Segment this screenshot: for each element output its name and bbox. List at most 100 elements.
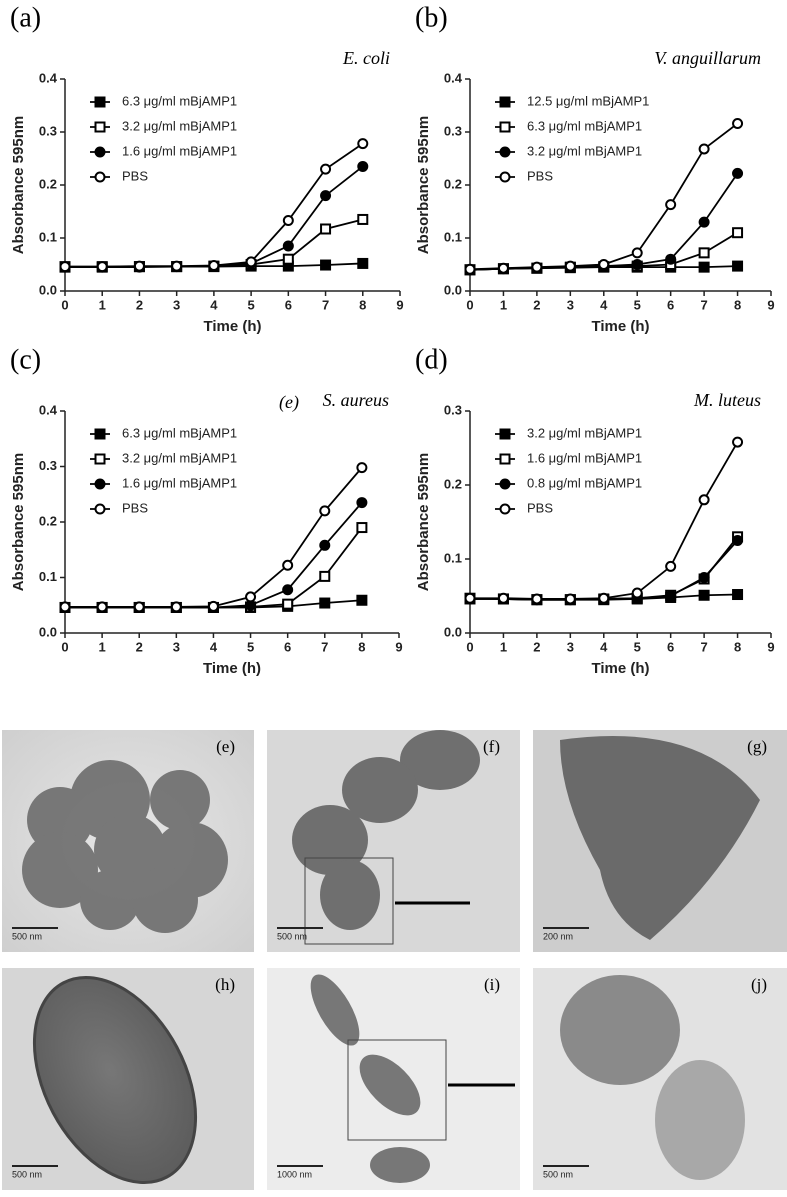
legend-marker — [94, 478, 106, 490]
marker — [598, 592, 610, 604]
x-tick-label: 0 — [466, 297, 473, 312]
y-tick-label: 0.4 — [39, 402, 58, 417]
y-tick-label: 0.3 — [39, 458, 57, 473]
x-tick-label: 7 — [321, 639, 328, 654]
micrograph-label: (i) — [484, 975, 500, 994]
marker — [464, 592, 476, 604]
marker — [665, 560, 677, 572]
legend-label: 12.5 μg/ml mBjAMP1 — [527, 93, 649, 108]
marker — [171, 260, 183, 272]
legend-label: 1.6 μg/ml mBjAMP1 — [527, 450, 642, 465]
marker — [282, 240, 294, 252]
marker — [133, 260, 145, 272]
marker — [564, 593, 576, 605]
zoom-box — [347, 1039, 447, 1141]
x-tick-label: 4 — [210, 297, 218, 312]
legend-marker — [94, 121, 106, 133]
x-tick-label: 9 — [395, 639, 402, 654]
chart: (b) V. anguillarum 0.0 0.1 0.2 0.3 0.4 0 1 2 3 4 5 6 7… — [415, 2, 775, 335]
marker — [356, 594, 368, 606]
y-tick-label: 0.2 — [444, 476, 462, 491]
x-tick-label: 0 — [466, 639, 473, 654]
panel-label: (c) — [10, 344, 41, 375]
micrographs — [2, 730, 787, 1190]
legend-marker — [499, 96, 511, 108]
panel-label: (d) — [415, 344, 448, 375]
zoom-box — [304, 857, 394, 945]
series-line — [470, 536, 739, 601]
legend-label: 6.3 μg/ml mBjAMP1 — [122, 93, 237, 108]
marker — [732, 118, 744, 130]
marker — [564, 260, 576, 272]
marker — [59, 601, 71, 613]
x-tick-label: 5 — [247, 639, 254, 654]
marker — [356, 522, 368, 534]
marker — [497, 592, 509, 604]
chart-title: E. coli — [342, 48, 390, 68]
x-tick-label: 7 — [700, 297, 707, 312]
rod-cell — [32, 975, 198, 1185]
legend-label: PBS — [122, 168, 148, 183]
marker — [698, 216, 710, 228]
marker — [319, 505, 331, 517]
x-tick-label: 5 — [634, 639, 641, 654]
marker — [96, 261, 108, 273]
legend-label: 1.6 μg/ml mBjAMP1 — [122, 143, 237, 158]
x-tick-label: 6 — [667, 639, 674, 654]
x-tick-label: 0 — [61, 297, 68, 312]
marker — [531, 593, 543, 605]
x-tick-label: 1 — [99, 297, 106, 312]
marker — [356, 462, 368, 474]
legend-label: 3.2 μg/ml mBjAMP1 — [122, 450, 237, 465]
marker — [464, 263, 476, 275]
marker — [133, 601, 145, 613]
marker — [207, 600, 219, 612]
scale-label: 500 nm — [277, 931, 307, 941]
marker — [245, 591, 257, 603]
series-line — [65, 527, 363, 609]
x-tick-label: 1 — [500, 297, 507, 312]
y-axis-label: Absorbance 595nm — [415, 453, 432, 591]
x-tick-label: 4 — [210, 639, 218, 654]
marker — [320, 190, 332, 202]
x-tick-label: 3 — [173, 639, 180, 654]
legend-marker — [499, 428, 511, 440]
y-tick-label: 0.1 — [39, 569, 57, 584]
chart-title: S. aureus — [323, 390, 389, 410]
chart: (c) S. aureus (e) 0.0 0.1 0.2 0.3 0.4 0 1 2 3 4 5 6 7 8 9… — [10, 344, 403, 677]
y-tick-label: 0.1 — [39, 229, 57, 244]
scale-label: 1000 nm — [277, 1169, 312, 1179]
marker — [357, 257, 369, 269]
legend-marker — [499, 121, 511, 133]
legend-marker — [499, 478, 511, 490]
marker — [732, 535, 744, 546]
x-tick-label: 2 — [533, 639, 540, 654]
x-tick-label: 8 — [358, 639, 365, 654]
legend-label: 6.3 μg/ml mBjAMP1 — [527, 118, 642, 133]
y-axis-label: Absorbance 595nm — [10, 453, 27, 591]
x-tick-label: 3 — [567, 639, 574, 654]
marker — [282, 598, 294, 610]
cell-cluster — [22, 760, 228, 933]
micrograph-label: (e) — [216, 737, 235, 756]
marker — [320, 163, 332, 175]
marker — [732, 227, 744, 239]
y-tick-label: 0.1 — [444, 229, 462, 244]
panel-label: (b) — [415, 2, 448, 33]
scale-label: 500 nm — [12, 931, 42, 941]
legend-marker — [94, 503, 106, 515]
x-tick-label: 9 — [396, 297, 403, 312]
series-line — [470, 539, 739, 601]
marker — [732, 260, 744, 272]
x-tick-label: 6 — [284, 639, 291, 654]
micrograph-label: (f) — [483, 737, 500, 756]
marker — [320, 259, 332, 271]
y-tick-label: 0.3 — [444, 402, 462, 417]
series-line — [470, 441, 739, 600]
chart-title: M. luteus — [693, 390, 761, 410]
marker — [357, 138, 369, 150]
series-line — [65, 165, 364, 269]
x-tick-label: 8 — [734, 639, 741, 654]
marker — [631, 259, 643, 270]
